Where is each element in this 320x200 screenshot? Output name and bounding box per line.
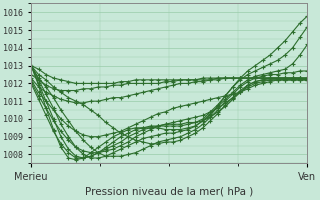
- X-axis label: Pression niveau de la mer( hPa ): Pression niveau de la mer( hPa ): [85, 187, 253, 197]
